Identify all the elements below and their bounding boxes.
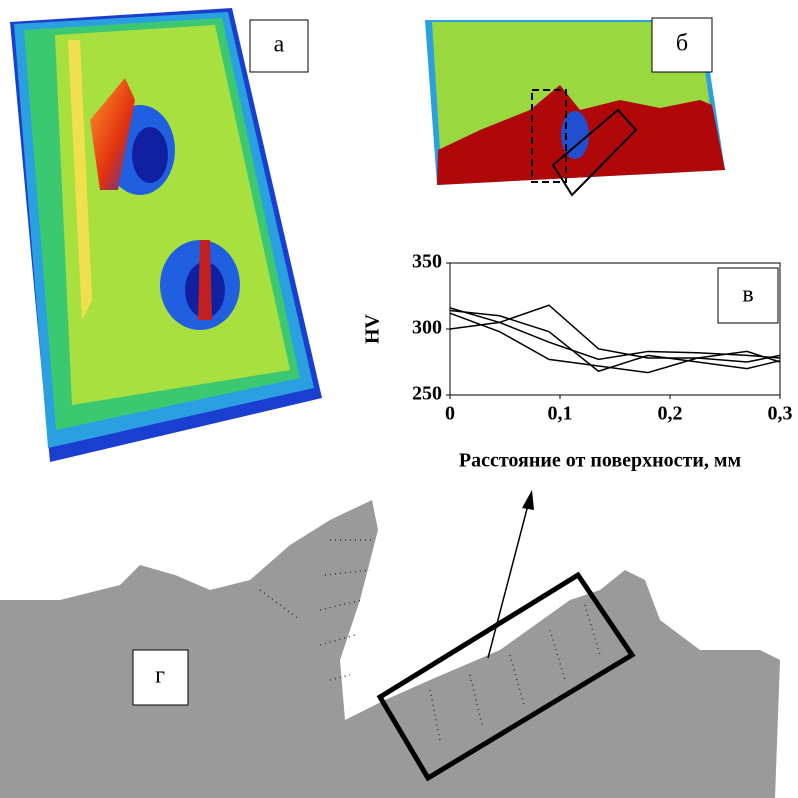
y-tick-label: 250 <box>412 383 442 405</box>
panel-label: б <box>676 31 688 57</box>
panel-label: а <box>274 32 285 58</box>
panel-label: г <box>155 663 165 689</box>
x-tick-label: 0,3 <box>768 403 793 425</box>
x-tick-label: 0 <box>445 403 455 425</box>
y-tick-label: 300 <box>412 317 442 339</box>
x-tick-label: 0,1 <box>548 403 573 425</box>
x-axis-label: Расстояние от поверхности, мм <box>459 450 741 472</box>
y-axis-label: HV <box>362 313 384 344</box>
figure: а б г в Расстояние от поверхности, мм HV… <box>0 0 798 798</box>
panel-a-image <box>10 8 322 462</box>
y-tick-label: 350 <box>412 251 442 273</box>
panel-g-image <box>0 490 780 798</box>
x-tick-label: 0,2 <box>658 403 683 425</box>
chart-annotation: в <box>742 282 753 308</box>
